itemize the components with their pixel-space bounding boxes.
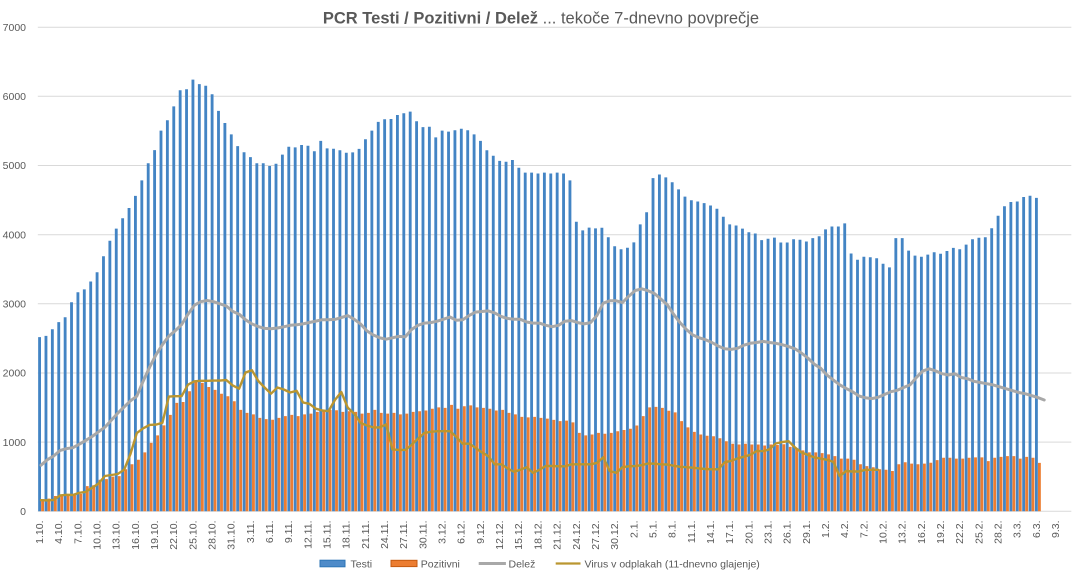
svg-text:10.10.: 10.10. — [92, 521, 104, 550]
svg-text:24.11.: 24.11. — [379, 521, 391, 549]
svg-text:3.3.: 3.3. — [1012, 520, 1024, 538]
svg-text:19.2.: 19.2. — [935, 521, 947, 544]
svg-text:23.1.: 23.1. — [763, 521, 775, 544]
svg-text:22.10.: 22.10. — [168, 521, 180, 550]
svg-text:13.2.: 13.2. — [897, 521, 909, 544]
svg-text:20.1.: 20.1. — [743, 521, 755, 544]
svg-text:7.2.: 7.2. — [858, 521, 870, 539]
svg-text:24.12.: 24.12. — [571, 521, 583, 550]
svg-text:Delež: Delež — [509, 559, 536, 571]
svg-text:12.12.: 12.12. — [494, 521, 506, 550]
svg-text:4.2.: 4.2. — [839, 521, 851, 539]
svg-text:9.12.: 9.12. — [475, 521, 487, 544]
svg-text:15.11.: 15.11. — [322, 521, 334, 549]
svg-text:30.11.: 30.11. — [417, 521, 429, 549]
svg-text:5000: 5000 — [3, 160, 27, 172]
svg-text:29.1.: 29.1. — [801, 521, 813, 544]
svg-text:8.1.: 8.1. — [667, 521, 679, 539]
svg-text:3000: 3000 — [3, 299, 27, 311]
svg-text:25.2.: 25.2. — [973, 521, 985, 544]
svg-text:12.11.: 12.11. — [302, 521, 314, 549]
svg-text:1000: 1000 — [3, 437, 27, 449]
svg-text:27.12.: 27.12. — [590, 521, 602, 550]
svg-text:1.10.: 1.10. — [34, 521, 46, 544]
svg-text:5.1.: 5.1. — [647, 521, 659, 539]
svg-text:9.11.: 9.11. — [283, 521, 295, 544]
svg-text:15.12.: 15.12. — [513, 521, 525, 550]
svg-text:16.2.: 16.2. — [916, 521, 928, 544]
svg-text:2.1.: 2.1. — [628, 521, 640, 539]
svg-text:Pozitivni: Pozitivni — [421, 559, 460, 571]
svg-text:1.2.: 1.2. — [820, 521, 832, 539]
svg-text:28.10.: 28.10. — [207, 521, 219, 550]
svg-text:30.12.: 30.12. — [609, 521, 621, 550]
svg-text:27.11.: 27.11. — [398, 521, 410, 549]
svg-text:9.3.: 9.3. — [1050, 521, 1062, 539]
svg-text:11.1.: 11.1. — [686, 521, 698, 544]
svg-text:6.11.: 6.11. — [264, 521, 276, 544]
svg-text:3.11.: 3.11. — [245, 521, 257, 544]
svg-text:17.1.: 17.1. — [724, 521, 736, 544]
svg-text:21.12.: 21.12. — [552, 521, 564, 550]
svg-text:0: 0 — [20, 506, 26, 518]
svg-text:22.2.: 22.2. — [954, 521, 966, 544]
svg-text:4000: 4000 — [3, 229, 27, 241]
svg-text:28.2.: 28.2. — [993, 521, 1005, 544]
svg-text:10.2.: 10.2. — [878, 521, 890, 544]
svg-text:Virus v odplakah (11-dnevno gl: Virus v odplakah (11-dnevno glajenje) — [585, 559, 760, 571]
svg-text:31.10.: 31.10. — [226, 521, 238, 550]
svg-text:4.10.: 4.10. — [53, 521, 65, 544]
svg-text:Testi: Testi — [351, 559, 373, 571]
svg-text:3.12.: 3.12. — [437, 521, 449, 544]
svg-text:19.10.: 19.10. — [149, 521, 161, 550]
svg-text:2000: 2000 — [3, 368, 27, 380]
svg-text:7000: 7000 — [3, 22, 27, 34]
svg-text:13.10.: 13.10. — [111, 521, 123, 550]
svg-text:18.11.: 18.11. — [341, 521, 353, 549]
svg-text:16.10.: 16.10. — [130, 521, 142, 550]
svg-text:PCR Testi / Pozitivni / Delež: PCR Testi / Pozitivni / Delež ... tekoče… — [323, 9, 759, 27]
svg-text:18.12.: 18.12. — [532, 521, 544, 550]
svg-text:21.11.: 21.11. — [360, 521, 372, 549]
svg-text:14.1.: 14.1. — [705, 521, 717, 544]
svg-text:25.10.: 25.10. — [187, 521, 199, 550]
svg-text:6000: 6000 — [3, 91, 27, 103]
svg-text:6.3.: 6.3. — [1031, 521, 1043, 539]
svg-text:6.12.: 6.12. — [456, 521, 468, 544]
svg-text:7.10.: 7.10. — [72, 521, 84, 544]
svg-text:26.1.: 26.1. — [782, 521, 794, 544]
